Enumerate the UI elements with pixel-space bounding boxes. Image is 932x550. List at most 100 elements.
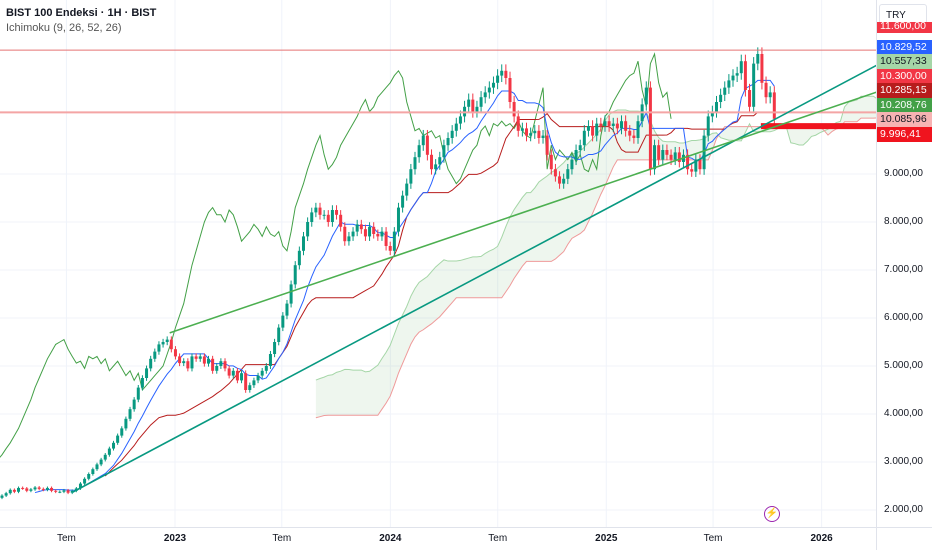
candle (586, 120, 590, 137)
candle-body (4, 493, 8, 496)
candle (33, 486, 37, 491)
time-tick-label: 2025 (595, 533, 618, 544)
candle (368, 222, 372, 241)
price-tick-label: 4.000,00 (884, 408, 923, 419)
candle (512, 95, 516, 123)
candle (624, 115, 628, 137)
candle (764, 76, 768, 104)
candle (483, 86, 487, 104)
candle (268, 350, 272, 370)
candle-body (611, 123, 615, 126)
candle (632, 129, 636, 144)
candle (578, 139, 582, 156)
candle-body (202, 356, 206, 364)
symbol-title[interactable]: BIST 100 Endeksi · 1H · BIST (6, 7, 157, 19)
candle (99, 457, 103, 467)
candle (112, 440, 116, 451)
candle (491, 76, 495, 94)
candle-body (178, 356, 182, 364)
candle-body (235, 370, 239, 381)
candle (289, 280, 293, 308)
candle-body (483, 92, 487, 98)
candle-body (669, 154, 673, 160)
candle-body (268, 354, 272, 366)
candle-body (620, 121, 623, 129)
candle-body (0, 495, 4, 498)
candle (496, 69, 500, 90)
candle (735, 66, 739, 82)
candle-body (686, 154, 690, 170)
candle-body (330, 210, 334, 222)
price-tick-label: 7.000,00 (884, 264, 923, 275)
candle (529, 127, 533, 142)
candle (748, 83, 752, 113)
candle (8, 488, 12, 495)
candle-body (710, 111, 714, 117)
candle-body (29, 489, 33, 491)
candle (690, 163, 694, 177)
time-tick-label: Tem (703, 533, 723, 544)
candle (240, 370, 244, 384)
candle (17, 486, 21, 494)
candle (41, 487, 45, 492)
candle-body (541, 135, 545, 138)
candle-body (169, 339, 173, 350)
candle-body (665, 150, 669, 155)
candle-body (467, 99, 471, 107)
candle (558, 171, 562, 189)
candle (207, 355, 210, 367)
candle-body (719, 94, 723, 102)
candle (620, 115, 623, 135)
candle (256, 372, 260, 384)
candle (760, 47, 764, 90)
candle-body (760, 54, 764, 83)
candle-body (491, 82, 495, 88)
candle-body (702, 135, 706, 170)
candle (50, 486, 54, 493)
candle (293, 261, 297, 289)
candle (644, 81, 648, 111)
candle-body (442, 145, 446, 158)
candle (454, 117, 458, 137)
candle (388, 241, 392, 256)
candle-body (595, 123, 599, 136)
candle-body (752, 63, 756, 107)
candle-body (198, 356, 202, 359)
candle-body (103, 454, 107, 460)
candle (442, 139, 446, 163)
candle (132, 397, 136, 412)
candle-body (739, 61, 743, 74)
candle-body (690, 169, 694, 172)
candle-body (384, 231, 388, 246)
candle (153, 348, 157, 362)
candle (628, 125, 632, 142)
candle (70, 489, 74, 495)
candle-body (657, 145, 661, 160)
candle-body (458, 116, 462, 124)
candle-body (301, 236, 305, 251)
candle-body (520, 128, 524, 131)
candle-body (636, 121, 640, 138)
candle-body (318, 207, 322, 215)
lightning-icon[interactable]: ⚡ (764, 506, 780, 522)
candle-body (409, 169, 413, 184)
candle-body (355, 224, 359, 232)
indicator-label[interactable]: Ichimoku (9, 26, 52, 26) (6, 22, 122, 34)
candle (500, 64, 504, 83)
base-line (104, 111, 775, 477)
candle-body (215, 366, 219, 371)
candle-body (8, 489, 12, 494)
candle-body (772, 92, 776, 119)
candle-body (128, 409, 132, 419)
candle (413, 151, 417, 175)
candle-body (116, 435, 120, 443)
candle-body (58, 491, 62, 493)
candle (273, 338, 277, 358)
candle (161, 338, 165, 348)
candle (450, 125, 454, 144)
candle (107, 446, 111, 457)
candle (396, 202, 400, 237)
candle (285, 299, 289, 320)
candle (223, 358, 227, 372)
